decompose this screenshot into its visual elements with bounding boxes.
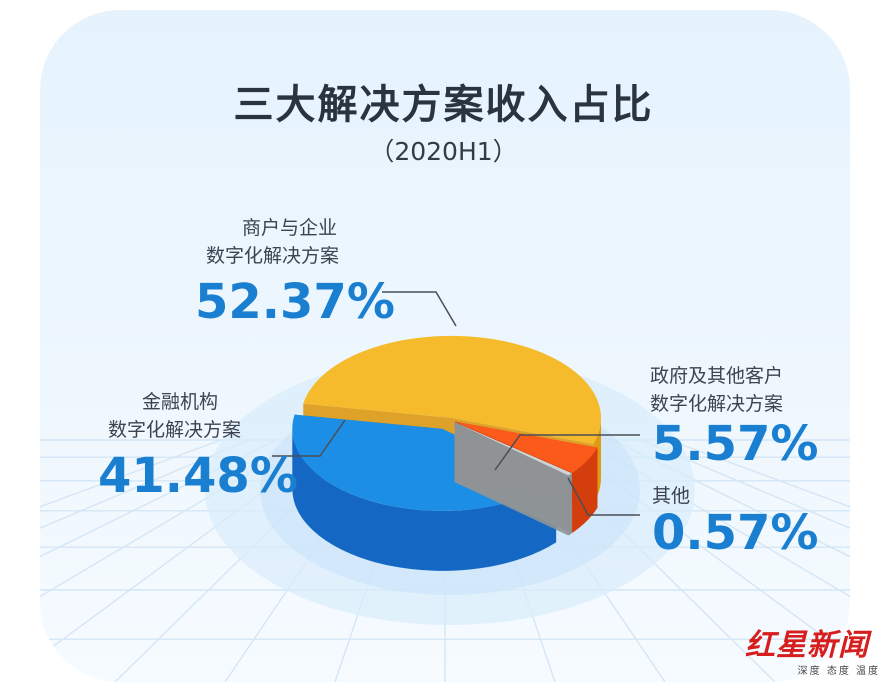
slice-value-other: 0.57% — [652, 505, 819, 561]
pie-slice-cut-face — [454, 422, 569, 536]
brand-tagline: 深度 态度 温度 — [797, 666, 880, 677]
slice-value-finance: 41.48% — [98, 448, 298, 504]
slice-label-finance-line2: 数字化解决方案 — [108, 419, 242, 441]
slice-label-government-line1: 政府及其他客户 — [650, 365, 784, 387]
grid-line-vertical — [40, 439, 250, 529]
leader-line-finance — [272, 419, 346, 457]
slice-label-other: 其他 — [652, 485, 691, 507]
chart-title: 三大解决方案收入占比 — [233, 82, 654, 128]
slice-label-government: 政府及其他客户 数字化解决方案 — [650, 362, 783, 418]
slice-label-finance: 金融机构 数字化解决方案 — [108, 388, 241, 444]
grid-line-vertical — [612, 439, 850, 558]
grid-line-vertical — [668, 439, 850, 508]
chart-subtitle: （2020H1） — [369, 137, 518, 166]
leader-line-merchant — [382, 291, 457, 327]
pie-slice-top — [454, 422, 572, 476]
slice-value-government: 5.57% — [652, 416, 819, 472]
slice-label-government-line2: 数字化解决方案 — [650, 393, 784, 415]
pie-slice-side — [292, 428, 557, 571]
brand-logo: 红星新闻 深度 态度 温度 — [745, 620, 880, 677]
leader-line-other — [567, 477, 640, 516]
slice-label-merchant: 商户与企业 数字化解决方案 — [206, 214, 339, 270]
slice-label-finance-line1: 金融机构 — [142, 391, 219, 413]
grid-line-vertical — [640, 439, 850, 529]
slice-value-merchant: 52.37% — [195, 274, 395, 330]
grid-line-vertical — [40, 439, 222, 508]
slice-label-merchant-line2: 数字化解决方案 — [206, 245, 340, 267]
pie-slice-top — [455, 421, 598, 473]
brand-name: 红星新闻 — [745, 628, 869, 663]
grid-line-vertical — [40, 439, 278, 558]
slice-label-merchant-line1: 商户与企业 — [242, 217, 338, 239]
pie-slice-top — [303, 335, 601, 444]
pie-slice — [454, 422, 572, 536]
leader-line-government — [494, 434, 640, 471]
